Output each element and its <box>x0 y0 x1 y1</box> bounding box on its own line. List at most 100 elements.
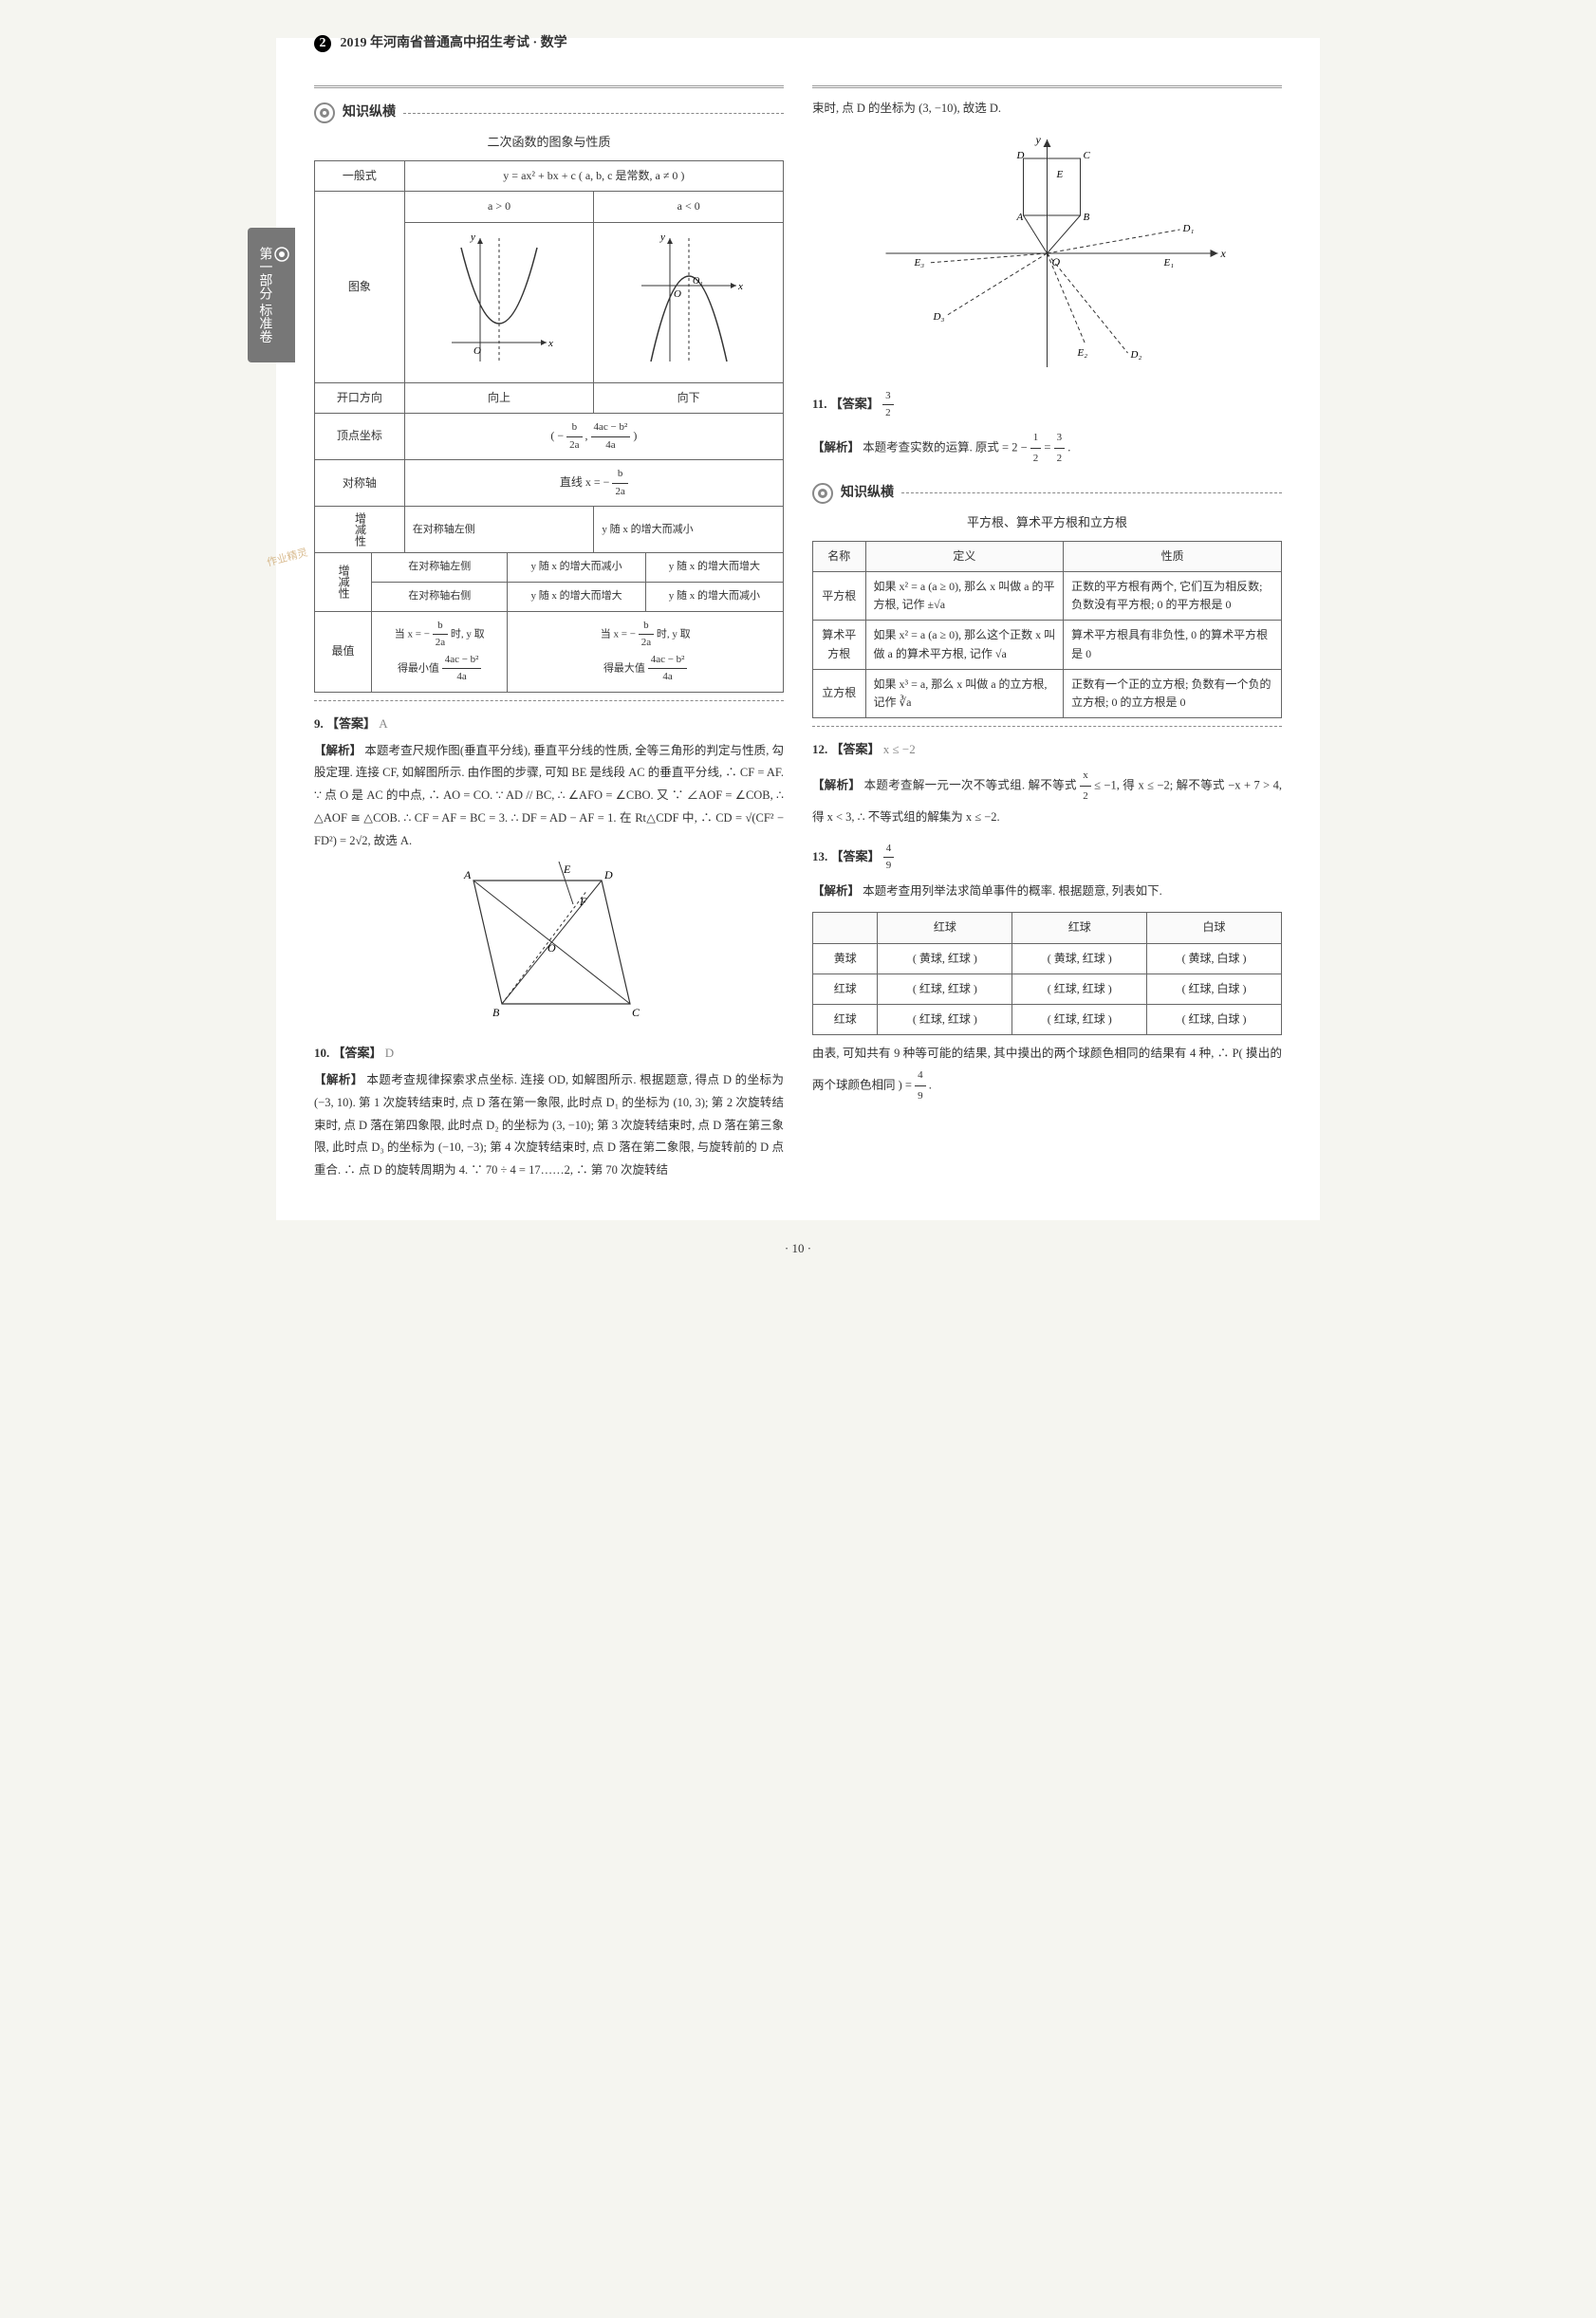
svg-text:y: y <box>470 232 475 243</box>
knowledge-heading: 知识纵横 <box>343 102 396 123</box>
cell-left-side: 在对称轴左侧 <box>404 507 594 553</box>
cell-dir-label: 开口方向 <box>315 382 405 413</box>
cell-general-label: 一般式 <box>315 161 405 192</box>
svg-text:A: A <box>463 868 472 881</box>
knowledge2-subtitle: 平方根、算术平方根和立方根 <box>812 513 1282 533</box>
cell-axis-value: 直线 x = − b2a <box>404 460 783 507</box>
cell-rn: y 随 x 的增大而减小 <box>645 582 783 611</box>
svg-text:x: x <box>1220 247 1227 260</box>
roots-r2n: 立方根 <box>813 669 866 717</box>
quadratic-table: 一般式 y = ax² + bx + c ( a, b, c 是常数, a ≠ … <box>314 160 784 553</box>
svg-text:x: x <box>547 338 553 349</box>
knowledge-heading-2: 知识纵横 <box>841 483 894 504</box>
pt-r1c3: ( 红球, 白球 ) <box>1147 974 1282 1004</box>
knowledge-header-1: 知识纵横 <box>314 102 784 123</box>
cell-monotone-label: 增减性 <box>315 507 405 553</box>
svg-text:F: F <box>579 895 587 908</box>
q9-diagram: A D B C E F O <box>314 862 784 1032</box>
roots-r1p: 算术平方根具有非负性, 0 的算术平方根是 0 <box>1064 621 1282 669</box>
q12-analysis: 【解析】 本题考查解一元一次不等式组. 解不等式 x2 ≤ −1, 得 x ≤ … <box>812 766 1282 829</box>
pt-r2c2: ( 红球, 红球 ) <box>1012 1005 1147 1035</box>
q9-answer: 9. 【答案】 A <box>314 714 784 734</box>
svg-text:B: B <box>1084 212 1090 223</box>
right-column: 束时, 点 D 的坐标为 (3, −10), 故选 D. O x y D C E… <box>812 66 1282 1192</box>
knowledge-subtitle: 二次函数的图象与性质 <box>314 133 784 153</box>
roots-r0p: 正数的平方根有两个, 它们互为相反数; 负数没有平方根; 0 的平方根是 0 <box>1064 572 1282 621</box>
cell-axis-label: 对称轴 <box>315 460 405 507</box>
page: 2 2019 年河南省普通高中招生考试 · 数学 第一部分 标准卷 作业精灵 知… <box>276 38 1320 1220</box>
roots-r2p: 正数有一个正的立方根; 负数有一个负的立方根; 0 的立方根是 0 <box>1064 669 1282 717</box>
cell-vertex-label: 顶点坐标 <box>315 413 405 459</box>
cell-rp: y 随 x 的增大而增大 <box>508 582 645 611</box>
cell-dir-neg: 向下 <box>594 382 784 413</box>
roots-r0n: 平方根 <box>813 572 866 621</box>
q10-answer: 10. 【答案】 D <box>314 1044 784 1064</box>
svg-text:D: D <box>1016 150 1025 161</box>
q12-answer: 12. 【答案】 x ≤ −2 <box>812 740 1282 760</box>
svg-text:E₂: E₂ <box>1077 347 1088 359</box>
pt-r2c1: ( 红球, 红球 ) <box>878 1005 1012 1035</box>
svg-text:E₃: E₃ <box>914 257 925 269</box>
sidebar-tab: 第一部分 标准卷 <box>248 228 295 362</box>
pt-r1c1: ( 红球, 红球 ) <box>878 974 1012 1004</box>
pt-r0c2: ( 黄球, 红球 ) <box>1012 943 1147 974</box>
pt-c0 <box>813 913 878 943</box>
roots-h2: 性质 <box>1064 541 1282 571</box>
bullseye-icon <box>274 247 289 262</box>
svg-text:D₂: D₂ <box>1130 349 1142 361</box>
cell-leftlabel: 在对称轴左侧 <box>372 553 508 583</box>
header-title: 2019 年河南省普通高中招生考试 · 数学 <box>341 36 567 50</box>
pt-c2: 红球 <box>1012 913 1147 943</box>
q9-analysis: 【解析】 本题考查尺规作图(垂直平分线), 垂直平分线的性质, 全等三角形的判定… <box>314 740 784 853</box>
roots-h0: 名称 <box>813 541 866 571</box>
cell-left-pos: y 随 x 的增大而减小 <box>594 507 784 553</box>
quadratic-table-ext: 增减性 在对称轴左侧 y 随 x 的增大而减小 y 随 x 的增大而增大 在对称… <box>314 552 784 693</box>
svg-text:A: A <box>1016 212 1024 223</box>
roots-r1d: 如果 x² = a (a ≥ 0), 那么这个正数 x 叫做 a 的算术平方根,… <box>865 621 1064 669</box>
sidebar-label: 第一部分 标准卷 <box>257 247 271 343</box>
pt-r2c0: 红球 <box>813 1005 878 1035</box>
parabola-down: O O₁ x y <box>594 222 784 382</box>
pt-r2c3: ( 红球, 白球 ) <box>1147 1005 1282 1035</box>
cell-mono-side: 增减性 <box>315 553 372 611</box>
svg-text:O: O <box>473 345 481 357</box>
pt-c1: 红球 <box>878 913 1012 943</box>
svg-text:C: C <box>632 1006 640 1019</box>
svg-text:x: x <box>737 281 743 292</box>
cell-ext-pos: 当 x = − b2a 时, y 取得最小值 4ac − b²4a <box>372 611 508 692</box>
cell-apos: a > 0 <box>404 192 594 222</box>
roots-r0d: 如果 x² = a (a ≥ 0), 那么 x 叫做 a 的平方根, 记作 ±√… <box>865 572 1064 621</box>
q13-analysis-post: 由表, 可知共有 9 种等可能的结果, 其中摸出的两个球颜色相同的结果有 4 种… <box>812 1043 1282 1106</box>
page-header: 2 2019 年河南省普通高中招生考试 · 数学 <box>314 33 567 54</box>
knowledge-header-2: 知识纵横 <box>812 483 1282 504</box>
svg-text:O: O <box>547 941 556 955</box>
svg-text:D: D <box>603 868 613 881</box>
cell-vertex-value: ( − b2a , 4ac − b²4a ) <box>404 413 783 459</box>
pt-r0c1: ( 黄球, 红球 ) <box>878 943 1012 974</box>
header-badge: 2 <box>314 35 331 52</box>
cell-aneg: a < 0 <box>594 192 784 222</box>
roots-r1n: 算术平方根 <box>813 621 866 669</box>
cell-ln: y 随 x 的增大而增大 <box>645 553 783 583</box>
q10-analysis: 【解析】 本题考查规律探索求点坐标. 连接 OD, 如解图所示. 根据题意, 得… <box>314 1069 784 1182</box>
svg-text:B: B <box>492 1006 500 1019</box>
rotation-diagram: O x y D C E A B D₁ E₁ D₂ E₂ <box>812 130 1282 377</box>
svg-text:E: E <box>1056 169 1064 180</box>
q13-answer: 13. 【答案】 49 <box>812 841 1282 875</box>
pt-r0c0: 黄球 <box>813 943 878 974</box>
cell-ext-neg: 当 x = − b2a 时, y 取得最大值 4ac − b²4a <box>508 611 784 692</box>
page-number: · 10 · <box>19 1239 1577 1259</box>
svg-text:O: O <box>674 288 681 300</box>
cell-graph-label: 图象 <box>315 192 405 382</box>
probability-table: 红球 红球 白球 黄球 ( 黄球, 红球 ) ( 黄球, 红球 ) ( 黄球, … <box>812 912 1282 1035</box>
cell-ext-label: 最值 <box>315 611 372 692</box>
svg-text:D₁: D₁ <box>1182 223 1195 234</box>
svg-text:y: y <box>1035 133 1042 146</box>
q11-answer: 11. 【答案】 32 <box>812 388 1282 422</box>
svg-text:E: E <box>563 862 571 876</box>
svg-text:C: C <box>1084 150 1091 161</box>
cell-dir-pos: 向上 <box>404 382 594 413</box>
pt-r1c0: 红球 <box>813 974 878 1004</box>
bullseye-icon <box>812 483 833 504</box>
roots-h1: 定义 <box>865 541 1064 571</box>
